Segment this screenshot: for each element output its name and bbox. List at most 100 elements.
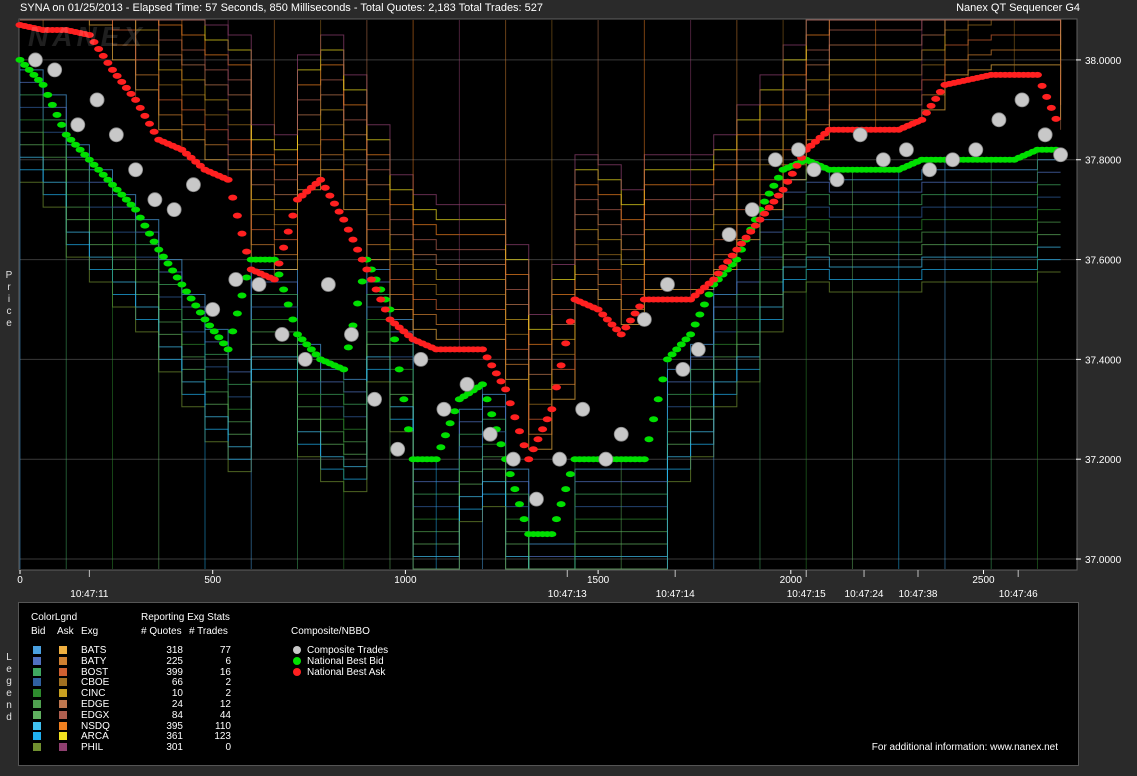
best-bid-dot xyxy=(343,344,353,351)
nanex-watermark: NANEX xyxy=(28,21,146,52)
ask-swatch xyxy=(59,667,67,676)
trade-dot xyxy=(1014,92,1030,108)
best-bid-dot xyxy=(510,486,520,493)
best-bid-dot xyxy=(496,441,506,448)
best-bid-dot xyxy=(214,334,224,341)
exchange-name: EDGE xyxy=(81,699,110,710)
best-bid-dot xyxy=(551,516,561,523)
best-bid-dot xyxy=(61,131,71,138)
trade-dot xyxy=(922,162,937,178)
best-bid-dot xyxy=(639,456,649,463)
best-bid-dot xyxy=(662,356,672,363)
trade-dot xyxy=(166,202,182,218)
legend-panel: ColorLgnd Bid Ask Exg Reporting Exg Stat… xyxy=(18,602,1079,766)
x-axis: 0 500 1000 1500 2000 2500 10:47:11 10:47:13 10:4… xyxy=(17,570,1038,600)
best-ask-dot xyxy=(126,90,136,97)
best-bid-dot xyxy=(431,456,441,463)
best-bid-dot xyxy=(760,198,770,205)
best-bid-dot xyxy=(172,274,182,281)
exchange-name: EDGX xyxy=(81,709,110,721)
best-ask-dot xyxy=(1046,104,1056,111)
trade-dot xyxy=(690,341,706,357)
best-bid-dot xyxy=(403,426,413,433)
best-ask-dot xyxy=(792,162,802,169)
best-ask-dot xyxy=(723,258,733,265)
quote-count: 395 xyxy=(166,720,183,732)
best-ask-dot xyxy=(325,192,335,199)
best-bid-dot xyxy=(94,166,104,173)
best-bid-dot xyxy=(242,274,252,281)
best-ask-dot xyxy=(787,170,797,177)
best-ask-dot xyxy=(593,306,603,313)
best-ask-dot xyxy=(1032,71,1042,78)
trade-dot xyxy=(482,426,498,442)
best-ask-dot xyxy=(524,456,534,463)
best-bid-dot xyxy=(440,432,450,439)
trade-dot xyxy=(320,277,336,292)
time-label: 10:47:11 xyxy=(70,589,109,600)
best-bid-dot xyxy=(237,292,247,299)
time-label: 10:47:14 xyxy=(656,589,695,600)
trade-dot xyxy=(767,152,783,168)
bid-swatch xyxy=(33,732,41,741)
trade-dot xyxy=(436,401,452,417)
best-bid-dot xyxy=(477,381,487,388)
bid-swatch xyxy=(33,743,41,752)
legend-row-phil: PHIL 301 0 xyxy=(19,742,279,753)
trade-dot xyxy=(875,152,891,168)
quote-count: 84 xyxy=(171,709,183,721)
best-ask-dot xyxy=(98,52,108,59)
trade-dot xyxy=(598,451,614,467)
best-ask-dot xyxy=(380,306,390,313)
legend-row-bost: BOST 399 16 xyxy=(19,667,279,678)
ask-swatch xyxy=(59,656,67,665)
composite-legend-dot xyxy=(293,646,301,654)
best-bid-dot xyxy=(699,301,709,308)
best-bid-dot xyxy=(436,444,446,451)
best-ask-dot xyxy=(376,296,386,303)
y-tick-label: 37.0000 xyxy=(1085,555,1122,566)
best-ask-dot xyxy=(926,102,936,109)
best-bid-dot xyxy=(556,501,566,508)
trade-dot xyxy=(186,177,201,193)
best-ask-dot xyxy=(288,212,298,219)
best-ask-dot xyxy=(514,428,524,435)
best-ask-dot xyxy=(760,210,770,217)
best-bid-dot xyxy=(279,286,289,293)
best-bid-dot xyxy=(149,238,159,245)
best-bid-dot xyxy=(131,206,141,213)
trade-dot xyxy=(636,312,652,327)
trade-dot xyxy=(459,376,475,392)
best-ask-dot xyxy=(510,414,520,421)
best-ask-dot xyxy=(533,436,543,443)
best-bid-dot xyxy=(690,321,700,328)
best-bid-dot xyxy=(107,181,117,188)
best-bid-dot xyxy=(353,300,363,307)
best-ask-dot xyxy=(542,416,552,423)
trade-count: 123 xyxy=(214,731,231,743)
best-bid-dot xyxy=(191,302,201,309)
best-ask-dot xyxy=(477,346,487,353)
best-ask-dot xyxy=(565,318,575,325)
best-bid-dot xyxy=(695,311,705,318)
best-bid-dot xyxy=(519,516,529,523)
best-ask-dot xyxy=(769,198,779,205)
best-ask-dot xyxy=(487,362,497,369)
best-ask-dot xyxy=(551,384,561,391)
y-tick-label: 37.4000 xyxy=(1085,355,1122,366)
best-bid-dot xyxy=(769,182,779,189)
composite-legend-label: National Best Bid xyxy=(307,655,384,667)
best-bid-dot xyxy=(209,328,219,335)
bid-swatch xyxy=(33,700,41,708)
best-bid-dot xyxy=(205,322,215,329)
ask-swatch xyxy=(59,678,67,687)
best-ask-dot xyxy=(237,230,247,237)
bid-swatch xyxy=(33,721,41,730)
best-bid-dot xyxy=(667,351,677,358)
y-axis: 38.0000 37.8000 37.6000 37.4000 37.2000 37.00… xyxy=(1076,56,1122,566)
exchange-quote-lines xyxy=(19,19,1062,570)
best-bid-dot xyxy=(232,310,242,317)
trade-dot xyxy=(344,327,359,342)
ask-swatch xyxy=(59,646,67,654)
best-bid-dot xyxy=(135,214,145,221)
